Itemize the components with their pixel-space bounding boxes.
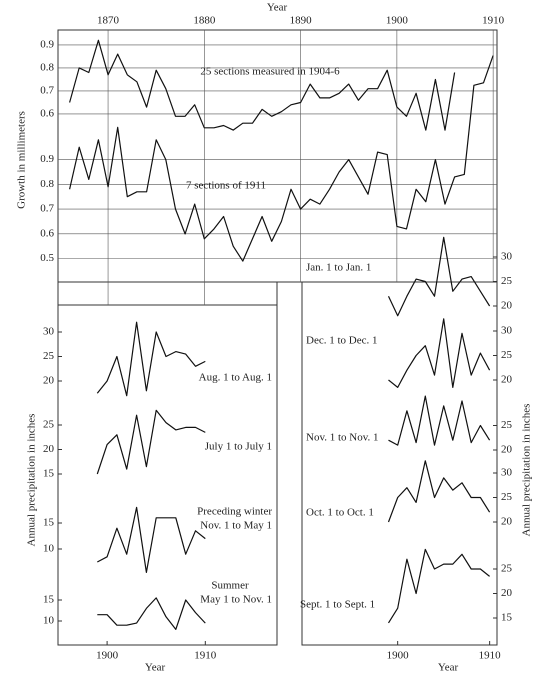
- y-tick-label: 15: [43, 594, 55, 606]
- y-tick-label: 20: [501, 516, 513, 528]
- y-tick-label: 0.8: [40, 61, 54, 73]
- top-panel-extension: [57, 281, 278, 306]
- y-tick-label: 25: [43, 350, 55, 362]
- series-label: Dec. 1 to Dec. 1: [306, 335, 377, 347]
- series-label: Nov. 1 to May 1: [200, 520, 272, 532]
- series-label: Summer: [211, 580, 249, 592]
- y-tick-label: 0.7: [40, 203, 54, 215]
- bottom-right-panel: [301, 281, 498, 646]
- y-tick-label: 10: [43, 615, 55, 627]
- x-tick-label: 1880: [193, 15, 216, 27]
- data-line: [69, 39, 456, 131]
- series-label: 7 sections of 1911: [186, 180, 266, 192]
- x-tick-label: 1900: [96, 650, 119, 662]
- precip-right-title: Annual precipitation in inches: [521, 404, 533, 537]
- y-tick-label: 0.8: [40, 178, 54, 190]
- data-line: [97, 597, 206, 630]
- y-tick-label: 30: [501, 325, 513, 337]
- data-line: [387, 236, 491, 317]
- data-line: [388, 395, 491, 446]
- x-tick-label: 1870: [97, 15, 120, 27]
- x-tick-label: 1900: [387, 650, 410, 662]
- y-tick-label: 20: [501, 300, 513, 312]
- data-line: [96, 321, 206, 397]
- data-line: [97, 506, 206, 573]
- bottom-left-panel: [57, 304, 278, 646]
- bottom-right-x-title: Year: [438, 662, 459, 674]
- data-line: [387, 460, 491, 523]
- y-tick-label: 0.9: [40, 38, 54, 50]
- y-tick-label: 20: [501, 587, 513, 599]
- top-x-title: Year: [267, 2, 288, 14]
- y-tick-label: 20: [501, 444, 513, 456]
- series-label: May 1 to Nov. 1: [200, 594, 272, 606]
- x-tick-label: 1910: [479, 650, 502, 662]
- series-label: Preceding winter: [197, 506, 272, 518]
- bottom-left-x-title: Year: [145, 662, 166, 674]
- y-tick-label: 15: [43, 517, 55, 529]
- y-tick-label: 0.9: [40, 153, 54, 165]
- y-tick-label: 30: [501, 467, 513, 479]
- series-label: Sept. 1 to Sept. 1: [300, 599, 375, 611]
- y-tick-label: 10: [43, 543, 55, 555]
- data-line: [96, 409, 206, 475]
- x-tick-label: 1910: [194, 650, 217, 662]
- x-tick-label: 1890: [290, 15, 313, 27]
- y-tick-label: 20: [501, 374, 513, 386]
- y-tick-label: 30: [501, 251, 513, 263]
- series-label: Nov. 1 to Nov. 1: [306, 432, 379, 444]
- y-tick-label: 0.6: [40, 227, 54, 239]
- y-tick-label: 0.7: [40, 84, 54, 96]
- y-tick-label: 0.5: [40, 252, 54, 264]
- series-label: Jan. 1 to Jan. 1: [306, 262, 371, 274]
- series-label: Aug. 1 to Aug. 1: [199, 372, 272, 384]
- y-tick-label: 30: [43, 326, 55, 338]
- growth-y-title: Growth in millimeters: [16, 111, 28, 209]
- y-tick-label: 20: [43, 375, 55, 387]
- y-tick-label: 25: [43, 419, 55, 431]
- y-tick-label: 15: [43, 468, 55, 480]
- series-label: July 1 to July 1: [205, 441, 272, 453]
- y-tick-label: 25: [501, 563, 513, 575]
- series-label: 25 sections measured in 1904-6: [200, 66, 340, 78]
- data-line: [388, 318, 491, 388]
- y-tick-label: 20: [43, 443, 55, 455]
- x-tick-label: 1900: [386, 15, 409, 27]
- y-tick-label: 15: [501, 612, 513, 624]
- series-label: Oct. 1 to Oct. 1: [306, 507, 374, 519]
- precip-left-title: Annual precipitation in inches: [26, 414, 38, 547]
- y-tick-label: 0.6: [40, 108, 54, 120]
- x-tick-label: 1910: [482, 15, 505, 27]
- y-tick-label: 25: [501, 491, 513, 503]
- data-line: [387, 548, 490, 624]
- data-line: [69, 55, 494, 262]
- y-tick-label: 25: [501, 419, 513, 431]
- y-tick-label: 25: [501, 275, 513, 287]
- y-tick-label: 25: [501, 349, 513, 361]
